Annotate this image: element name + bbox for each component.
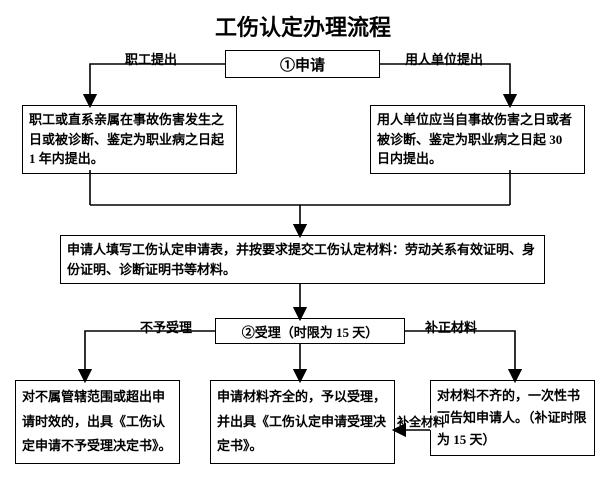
page-title: 工伤认定办理流程	[0, 10, 606, 42]
label-reject: 不予受理	[140, 317, 192, 336]
step-accept: ②受理（时限为 15 天）	[215, 318, 405, 344]
box-accepted: 申请材料齐全的，予以受理，并出具《工伤认定申请受理决定书》。	[210, 380, 395, 464]
box-employee: 职工或直系亲属在事故伤害发生之日或被诊断、鉴定为职业病之日起 1 年内提出。	[22, 105, 237, 174]
box-reject: 对不属管辖范围或超出申请时效的，出具《工伤认定申请不予受理决定书》。	[15, 380, 180, 464]
label-supplement: 补正材料	[425, 317, 477, 336]
label-employee: 职工提出	[125, 49, 177, 68]
box-supplement: 对材料不齐的，一次性书面告知申请人。（补证时限为 15 天）	[430, 380, 595, 456]
label-supplement-return: 补全材料	[397, 413, 445, 430]
flowchart-canvas: 工伤认定办理流程 ①申请 职工提出 用人单位提出 职工或直系亲属在事故伤害发生之…	[0, 0, 606, 500]
label-employer: 用人单位提出	[405, 49, 483, 68]
box-employer: 用人单位应当自事故伤害之日或者被诊断、鉴定为职业病之日起 30 日内提出。	[370, 105, 585, 174]
box-materials: 申请人填写工伤认定申请表，并按要求提交工伤认定材料：劳动关系有效证明、身份证明、…	[60, 235, 545, 284]
step-apply: ①申请	[225, 50, 380, 78]
